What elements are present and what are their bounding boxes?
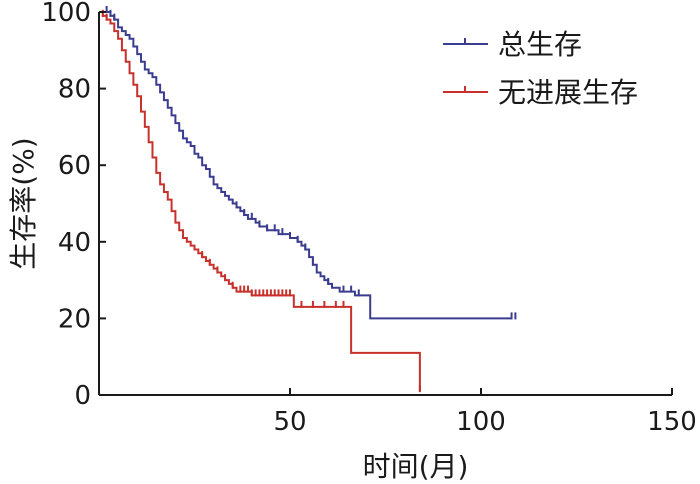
x-axis-title: 时间(月): [363, 450, 469, 483]
series-line-1: [99, 11, 512, 320]
y-tick-label: 0: [74, 381, 91, 411]
x-tick-label: 50: [273, 407, 306, 437]
x-tick-label: 150: [647, 407, 697, 437]
tick-labels: 0 20 40 60 80 100 50 100 150: [41, 0, 696, 437]
legend-label: 无进展生存: [498, 76, 638, 109]
y-tick-label: 100: [41, 0, 91, 28]
y-tick-label: 20: [58, 304, 91, 334]
y-axis-title: 生存率(%): [7, 137, 40, 269]
y-tick-label: 60: [58, 151, 91, 181]
legend-label: 总生存: [498, 28, 582, 61]
y-tick-label: 40: [58, 228, 91, 258]
axes: [98, 12, 672, 396]
x-tick-label: 100: [456, 407, 506, 437]
y-tick-label: 80: [58, 75, 91, 105]
plot-area: [99, 6, 517, 393]
